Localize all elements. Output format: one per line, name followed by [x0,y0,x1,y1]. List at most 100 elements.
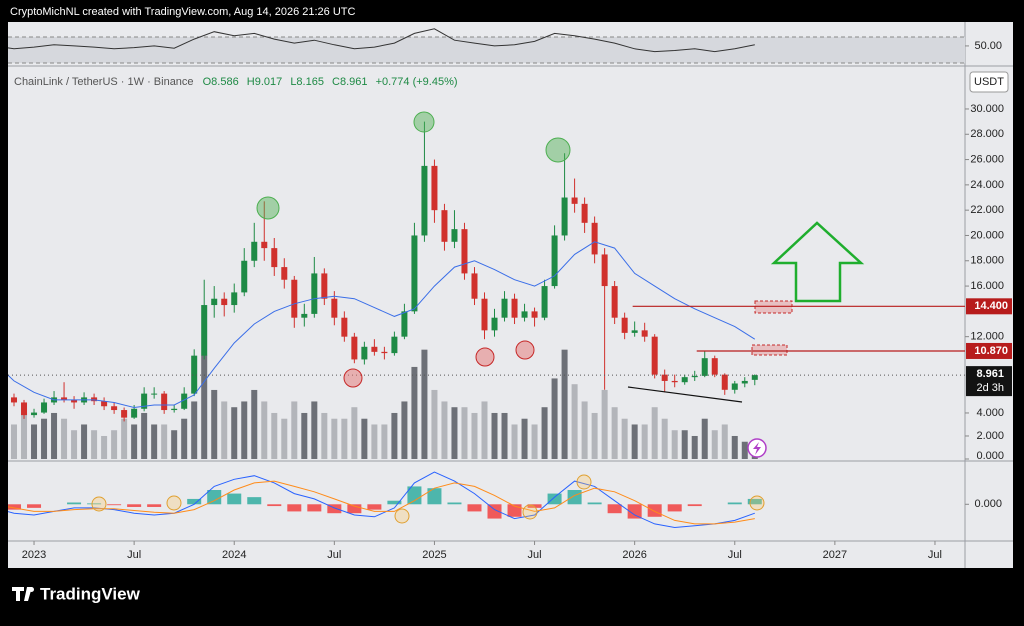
candle-body [421,165,428,236]
countdown-label: 2d 3h [976,382,1004,394]
volume-bar [431,389,438,459]
volume-bar [641,424,648,459]
candle-body [181,393,188,409]
candle-body [681,377,688,383]
candle-body [721,374,728,390]
candle-body [691,375,698,378]
brand: TradingView [12,584,141,603]
candle-body [341,317,348,337]
x-tick-label: 2027 [823,549,847,561]
volume-bar [611,407,618,459]
volume-bar [731,435,738,459]
volume-bar [711,430,718,459]
macd-histogram-bar [407,486,422,505]
volume-bar [71,430,78,459]
macd-histogram-bar [467,504,482,512]
moving-average [8,241,756,409]
macd-histogram-bar [607,504,622,514]
x-tick-label: Jul [728,549,742,561]
volume-bar [551,378,558,459]
target-box [751,344,788,356]
volume-bar [521,418,528,459]
volume-bar [151,424,158,459]
candle-body [471,273,478,299]
candle-body [411,235,418,312]
volume-bar [271,412,278,459]
macd-histogram-bar [427,488,442,505]
candle-body [321,273,328,299]
candle-body [61,397,68,400]
volume-bar [531,424,538,459]
brand-logo-dot [29,587,34,592]
candle-body [461,229,468,274]
low-marker [475,347,495,367]
candle-body [41,402,48,413]
candle-body [661,374,668,381]
volume-tick-label: 0.000 [976,450,1004,462]
header-text: CryptoMichNL created with TradingView.co… [10,6,356,18]
candle-body [31,412,38,416]
candle-body [71,399,78,403]
rsi-band [8,37,965,63]
candle-body [201,305,208,356]
candle-body [611,286,618,318]
candle-body [151,393,158,395]
macd-histogram-bar [587,502,602,505]
candle-body [751,375,758,380]
drawings [91,111,965,524]
volume-bar [621,418,628,459]
volume-bar [541,407,548,459]
x-tick-label: Jul [327,549,341,561]
macd-histogram-bar [347,504,362,514]
candle-body [11,397,18,403]
trend-line [627,386,743,403]
macd-histogram-bar [387,500,402,505]
candle-body [391,336,398,354]
chart-background [8,22,1013,568]
volume-bar [91,430,98,459]
y-tick-label: 22.000 [970,204,1004,216]
macd-histogram-bar [127,504,142,507]
plot-area [8,28,965,529]
currency-box[interactable] [969,71,1009,93]
macd-histogram-bar [87,503,102,505]
candle-body [511,298,518,318]
macd-histogram-bar [547,493,562,505]
x-tick-label: Jul [127,549,141,561]
macd-histogram-bar [687,504,702,507]
volume-bar [571,384,578,459]
candle-body [131,408,138,418]
macd-histogram-bar [307,504,322,512]
volume-bar [51,412,58,459]
macd-histogram-bar [287,504,302,512]
candle-body [161,393,168,411]
candle-body [481,298,488,331]
volume-bar [601,389,608,459]
volume-bar [281,418,288,459]
volume-bar [501,412,508,459]
macd-histogram-bar [747,498,762,505]
peak-marker [545,137,571,163]
volume-bar [581,401,588,459]
volume-bar [211,389,218,459]
y-tick-label: 26.000 [970,153,1004,165]
volume-bar [221,401,228,459]
up-arrow [770,221,865,303]
candle-body [641,330,648,337]
volume-bar [701,418,708,459]
volume-bar [371,424,378,459]
volume-tick-label: 2.000 [976,430,1004,442]
volume-bar [201,355,208,459]
cross-marker [576,474,592,490]
volume-bar [161,424,168,459]
y-tick-label: 12.000 [970,331,1004,343]
price-line-label-box [966,298,1012,315]
volume-bar [491,412,498,459]
candle-body [361,346,368,360]
candle-body [431,165,438,211]
volume-bar [121,418,128,459]
candle-body [271,248,278,268]
volume-bar [401,401,408,459]
candle-body [211,298,218,306]
volume-bar [81,424,88,459]
